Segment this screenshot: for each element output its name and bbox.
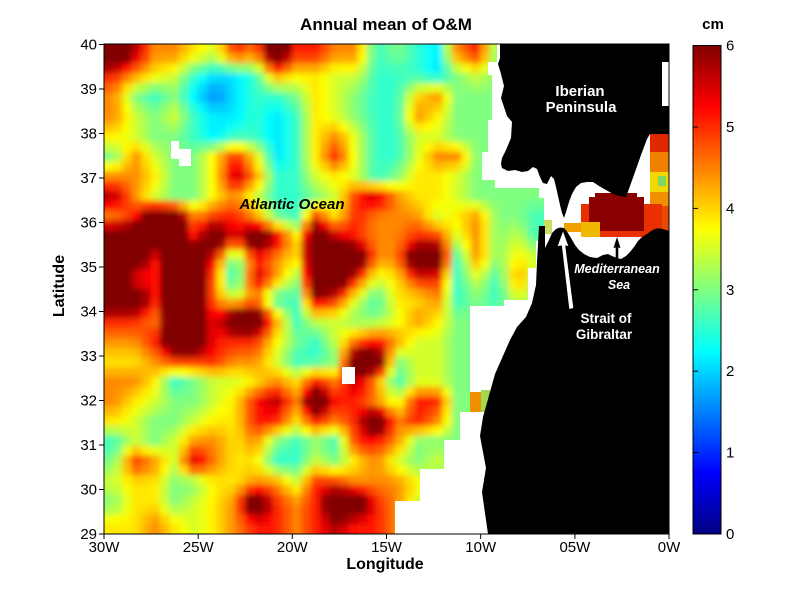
svg-text:Latitude: Latitude xyxy=(51,255,68,317)
svg-text:1: 1 xyxy=(726,445,734,462)
svg-text:2: 2 xyxy=(726,363,734,380)
svg-text:Peninsula: Peninsula xyxy=(546,99,618,116)
svg-text:25W: 25W xyxy=(183,539,215,556)
svg-text:33: 33 xyxy=(80,348,97,365)
svg-text:30: 30 xyxy=(80,482,97,499)
svg-text:Iberian: Iberian xyxy=(555,83,604,100)
svg-text:30W: 30W xyxy=(89,539,121,556)
svg-text:29: 29 xyxy=(80,526,97,543)
svg-text:15W: 15W xyxy=(371,539,403,556)
svg-text:Atlantic Ocean: Atlantic Ocean xyxy=(238,196,344,213)
svg-text:35: 35 xyxy=(80,259,97,276)
svg-text:0: 0 xyxy=(726,526,734,543)
svg-text:36: 36 xyxy=(80,215,97,232)
svg-text:40: 40 xyxy=(80,37,97,54)
svg-text:3: 3 xyxy=(726,282,734,299)
svg-text:10W: 10W xyxy=(465,539,497,556)
svg-text:Sea: Sea xyxy=(608,278,630,292)
svg-text:cm: cm xyxy=(702,16,724,33)
svg-text:6: 6 xyxy=(726,38,734,55)
svg-text:32: 32 xyxy=(80,393,97,410)
svg-text:38: 38 xyxy=(80,126,97,143)
svg-text:5: 5 xyxy=(726,119,734,136)
svg-text:Mediterranean: Mediterranean xyxy=(574,262,660,276)
svg-text:31: 31 xyxy=(80,437,97,454)
svg-text:05W: 05W xyxy=(559,539,591,556)
svg-text:4: 4 xyxy=(726,200,734,217)
svg-text:Gibraltar: Gibraltar xyxy=(576,327,633,342)
svg-text:20W: 20W xyxy=(277,539,309,556)
svg-text:39: 39 xyxy=(80,81,97,98)
svg-text:37: 37 xyxy=(80,170,97,187)
svg-text:0W: 0W xyxy=(658,539,681,556)
svg-text:Longitude: Longitude xyxy=(346,556,423,573)
svg-text:34: 34 xyxy=(80,304,97,321)
svg-text:Strait of: Strait of xyxy=(580,311,632,326)
svg-text:Annual mean of O&M: Annual mean of O&M xyxy=(300,15,472,34)
